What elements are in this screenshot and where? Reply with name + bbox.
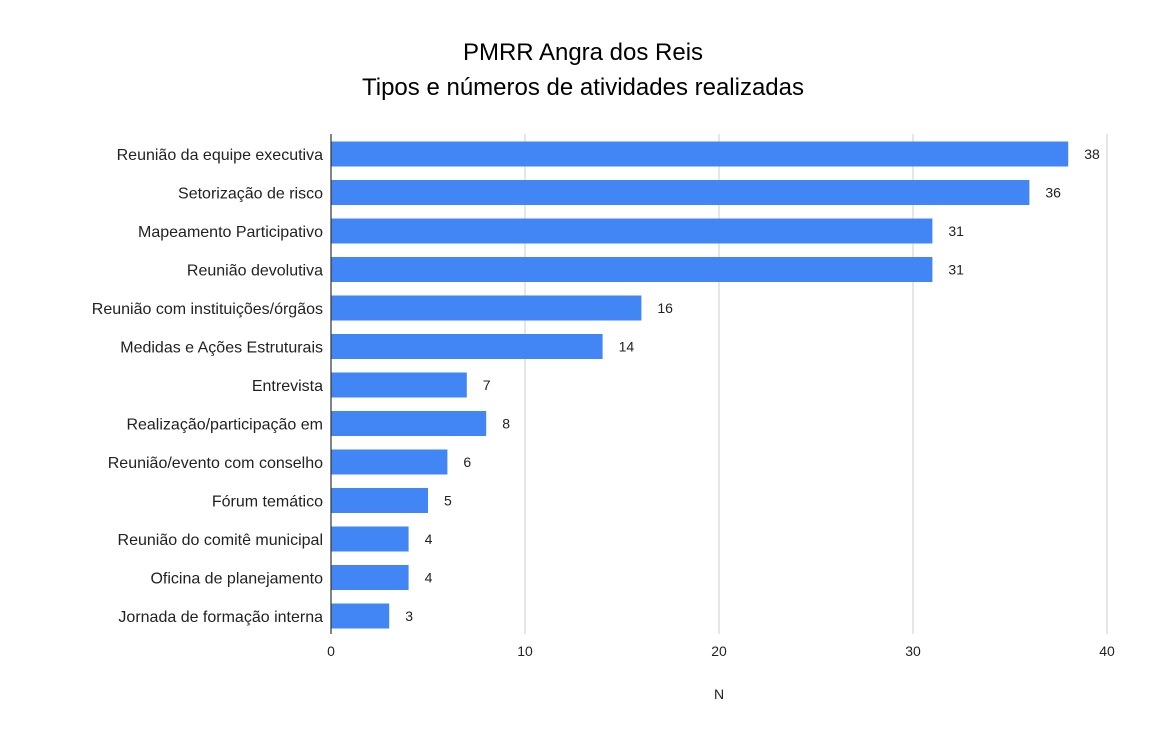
x-axis-title: N [714,686,724,702]
category-label-12: Jornada de formação interna [118,609,323,626]
x-tick-label-20: 20 [711,643,727,659]
category-label-5: Medidas e Ações Estruturais [120,340,323,357]
bar-12 [331,603,390,629]
category-label-9: Fórum temático [212,494,323,511]
bar-11 [331,565,409,590]
category-label-11: Oficina de planejamento [150,571,323,588]
bar-value-label-12: 3 [405,608,413,624]
x-axis-ticks: 0 10 20 30 40 [327,643,1115,659]
category-label-8: Reunião/evento com conselho [108,455,323,472]
bar-value-label-1: 36 [1045,185,1061,201]
category-label-0: Reunião da equipe executiva [117,147,323,164]
bar-value-label-7: 8 [502,416,510,432]
bar-1 [331,180,1030,205]
bar-value-label-0: 38 [1084,146,1100,162]
bar-9 [331,488,428,513]
bar-6 [331,372,467,398]
bar-value-label-3: 31 [948,262,964,278]
bar-value-label-8: 6 [463,454,471,470]
bar-value-label-2: 31 [948,223,964,239]
bar-value-label-5: 14 [619,339,635,355]
category-label-4: Reunião com instituições/órgãos [92,301,323,318]
category-label-6: Entrevista [252,378,323,395]
category-label-1: Setorização de risco [178,186,323,203]
bar-0 [331,141,1069,167]
chart-title-line-2: Tipos e números de atividades realizadas [362,74,804,101]
category-label-2: Mapeamento Participativo [138,224,323,241]
bar-7 [331,411,487,436]
bar-value-label-6: 7 [483,377,491,393]
category-label-7: Realização/participação em [126,417,323,434]
bar-8 [331,449,448,475]
category-labels: Reunião da equipe executiva Setorização d… [92,147,323,626]
bar-value-label-9: 5 [444,493,452,509]
bar-5 [331,334,603,359]
x-tick-label-30: 30 [905,643,921,659]
bar-4 [331,295,642,321]
chart-title-line-1: PMRR Angra dos Reis [463,39,703,66]
bar-value-label-11: 4 [425,570,433,586]
x-tick-label-0: 0 [327,643,335,659]
gridlines [524,134,1108,634]
bars: 38 36 31 31 16 14 7 8 6 5 4 4 3 [331,141,1100,629]
category-label-10: Reunião do comitê municipal [118,532,323,549]
category-label-3: Reunião devolutiva [187,263,323,280]
bar-value-label-10: 4 [425,531,433,547]
bar-10 [331,526,409,552]
x-tick-label-10: 10 [517,643,533,659]
bar-value-label-4: 16 [657,300,673,316]
bar-3 [331,257,933,282]
bar-2 [331,218,933,244]
x-tick-label-40: 40 [1099,643,1115,659]
